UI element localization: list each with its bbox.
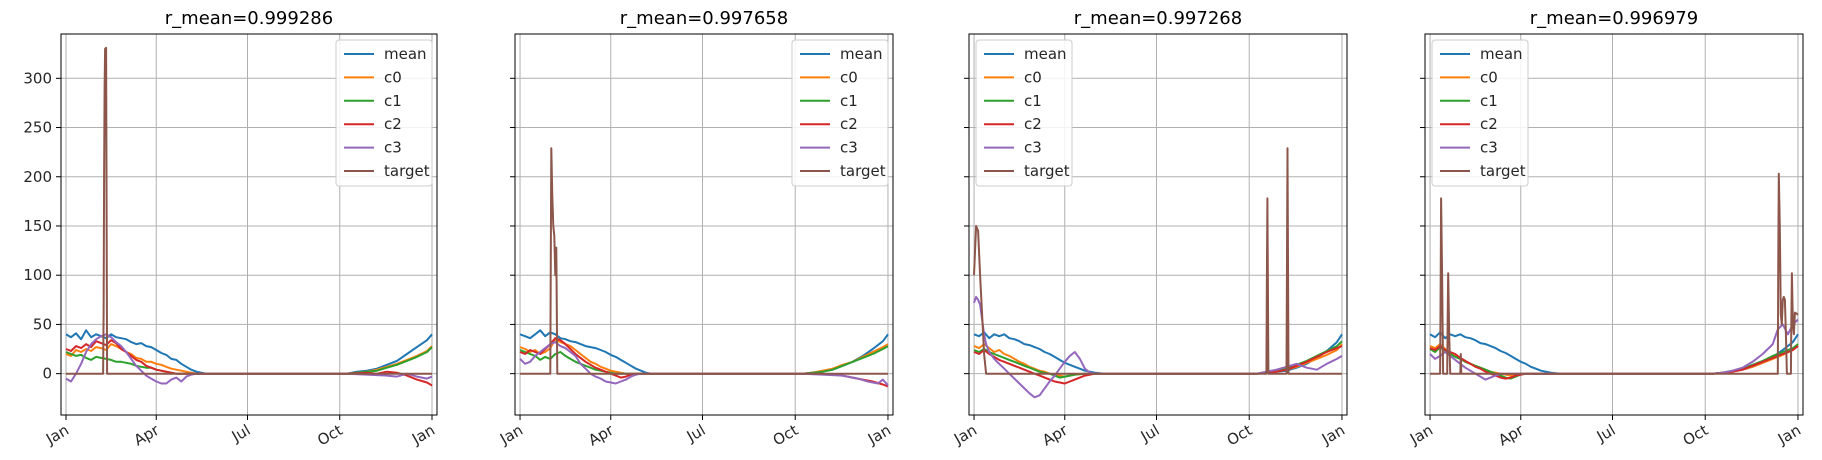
y-tick-label: 150 — [23, 217, 52, 235]
series-line-target — [973, 147, 1342, 375]
legend-label-c2: c2 — [384, 115, 402, 133]
legend-label-target: target — [384, 162, 430, 180]
x-tick-label: Jul — [1137, 421, 1163, 446]
x-tick-label: Jan — [864, 421, 894, 449]
series-line-c3 — [519, 341, 889, 387]
x-tick-label: Apr — [585, 420, 617, 449]
x-tick-label: Jan — [1406, 421, 1436, 449]
legend-label-mean: mean — [384, 45, 427, 63]
legend-label-c1: c1 — [384, 92, 402, 110]
legend-label-mean: mean — [840, 45, 883, 63]
axes-frame — [514, 33, 894, 416]
series-line-c1 — [65, 346, 433, 375]
legend-label-c2: c2 — [840, 115, 858, 133]
legend-label-c0: c0 — [1480, 68, 1498, 86]
chart-title: r_mean=0.997658 — [620, 8, 788, 29]
legend-label-mean: mean — [1480, 45, 1523, 63]
chart-title: r_mean=0.999286 — [165, 8, 333, 29]
chart-title: r_mean=0.997268 — [1074, 8, 1242, 29]
y-tick-label: 200 — [23, 168, 52, 186]
legend-label-c0: c0 — [384, 68, 402, 86]
x-tick-label: Jan — [496, 421, 526, 449]
series-line-target — [520, 147, 888, 375]
series-line-target — [1430, 172, 1799, 375]
series-line-mean — [519, 329, 889, 375]
legend-label-c1: c1 — [1480, 92, 1498, 110]
x-tick-label: Oct — [1224, 421, 1256, 450]
x-tick-label: Jan — [408, 421, 438, 449]
x-tick-label: Apr — [1039, 420, 1071, 449]
chart-panel-1: Jan Apr Jul Oct Jan 0 50 100 150 200 250 300 r_mean=… — [23, 8, 438, 449]
legend-label-mean: mean — [1024, 45, 1067, 63]
legend-label-c3: c3 — [840, 139, 858, 157]
legend: mean c0 c1 c2 c3 target — [975, 39, 1073, 187]
y-tick-label: 50 — [33, 315, 52, 333]
legend-label-target: target — [1024, 162, 1070, 180]
series-line-c3 — [1429, 318, 1799, 381]
axes-frame — [60, 33, 438, 416]
series-line-c2 — [1429, 345, 1799, 380]
legend-label-c3: c3 — [1480, 139, 1498, 157]
legend: mean c0 c1 c2 c3 target — [791, 39, 889, 187]
y-tick-label: 250 — [23, 119, 52, 137]
x-tick-label: Jan — [950, 421, 980, 449]
x-tick-label: Oct — [1680, 421, 1712, 450]
legend-label-c0: c0 — [1024, 68, 1042, 86]
x-tick-label: Oct — [770, 421, 802, 450]
legend-label-c2: c2 — [1024, 115, 1042, 133]
x-tick-label: Jan — [1774, 421, 1804, 449]
chart-title: r_mean=0.996979 — [1530, 8, 1698, 29]
y-tick-label: 100 — [23, 266, 52, 284]
legend: mean c0 c1 c2 c3 target — [335, 39, 433, 187]
x-tick-label: Jan — [42, 421, 72, 449]
y-tick-label: 0 — [42, 365, 52, 383]
axes-frame — [968, 33, 1348, 416]
legend: mean c0 c1 c2 c3 target — [1431, 39, 1529, 187]
legend-label-c3: c3 — [384, 139, 402, 157]
x-tick-label: Jul — [228, 421, 254, 446]
series-line-target — [66, 46, 432, 375]
legend-label-c0: c0 — [840, 68, 858, 86]
x-tick-label: Jan — [1318, 421, 1348, 449]
legend-label-c1: c1 — [1024, 92, 1042, 110]
legend-label-c2: c2 — [1480, 115, 1498, 133]
series-line-c3 — [973, 295, 1343, 399]
x-tick-label: Apr — [131, 420, 163, 449]
legend-label-c1: c1 — [840, 92, 858, 110]
x-tick-label: Jul — [1593, 421, 1619, 446]
series-line-c3 — [65, 333, 433, 385]
x-tick-label: Jul — [683, 421, 709, 446]
legend-label-c3: c3 — [1024, 139, 1042, 157]
series-line-c2 — [65, 339, 433, 387]
x-tick-label: Oct — [314, 421, 346, 450]
legend-label-target: target — [1480, 162, 1526, 180]
x-tick-label: Apr — [1495, 420, 1527, 449]
axes-frame — [1424, 33, 1804, 416]
series-line-c2 — [973, 345, 1343, 385]
series-line-c1 — [519, 345, 889, 375]
legend-label-target: target — [840, 162, 886, 180]
y-tick-label: 300 — [23, 69, 52, 87]
series-line-mean — [65, 329, 433, 375]
